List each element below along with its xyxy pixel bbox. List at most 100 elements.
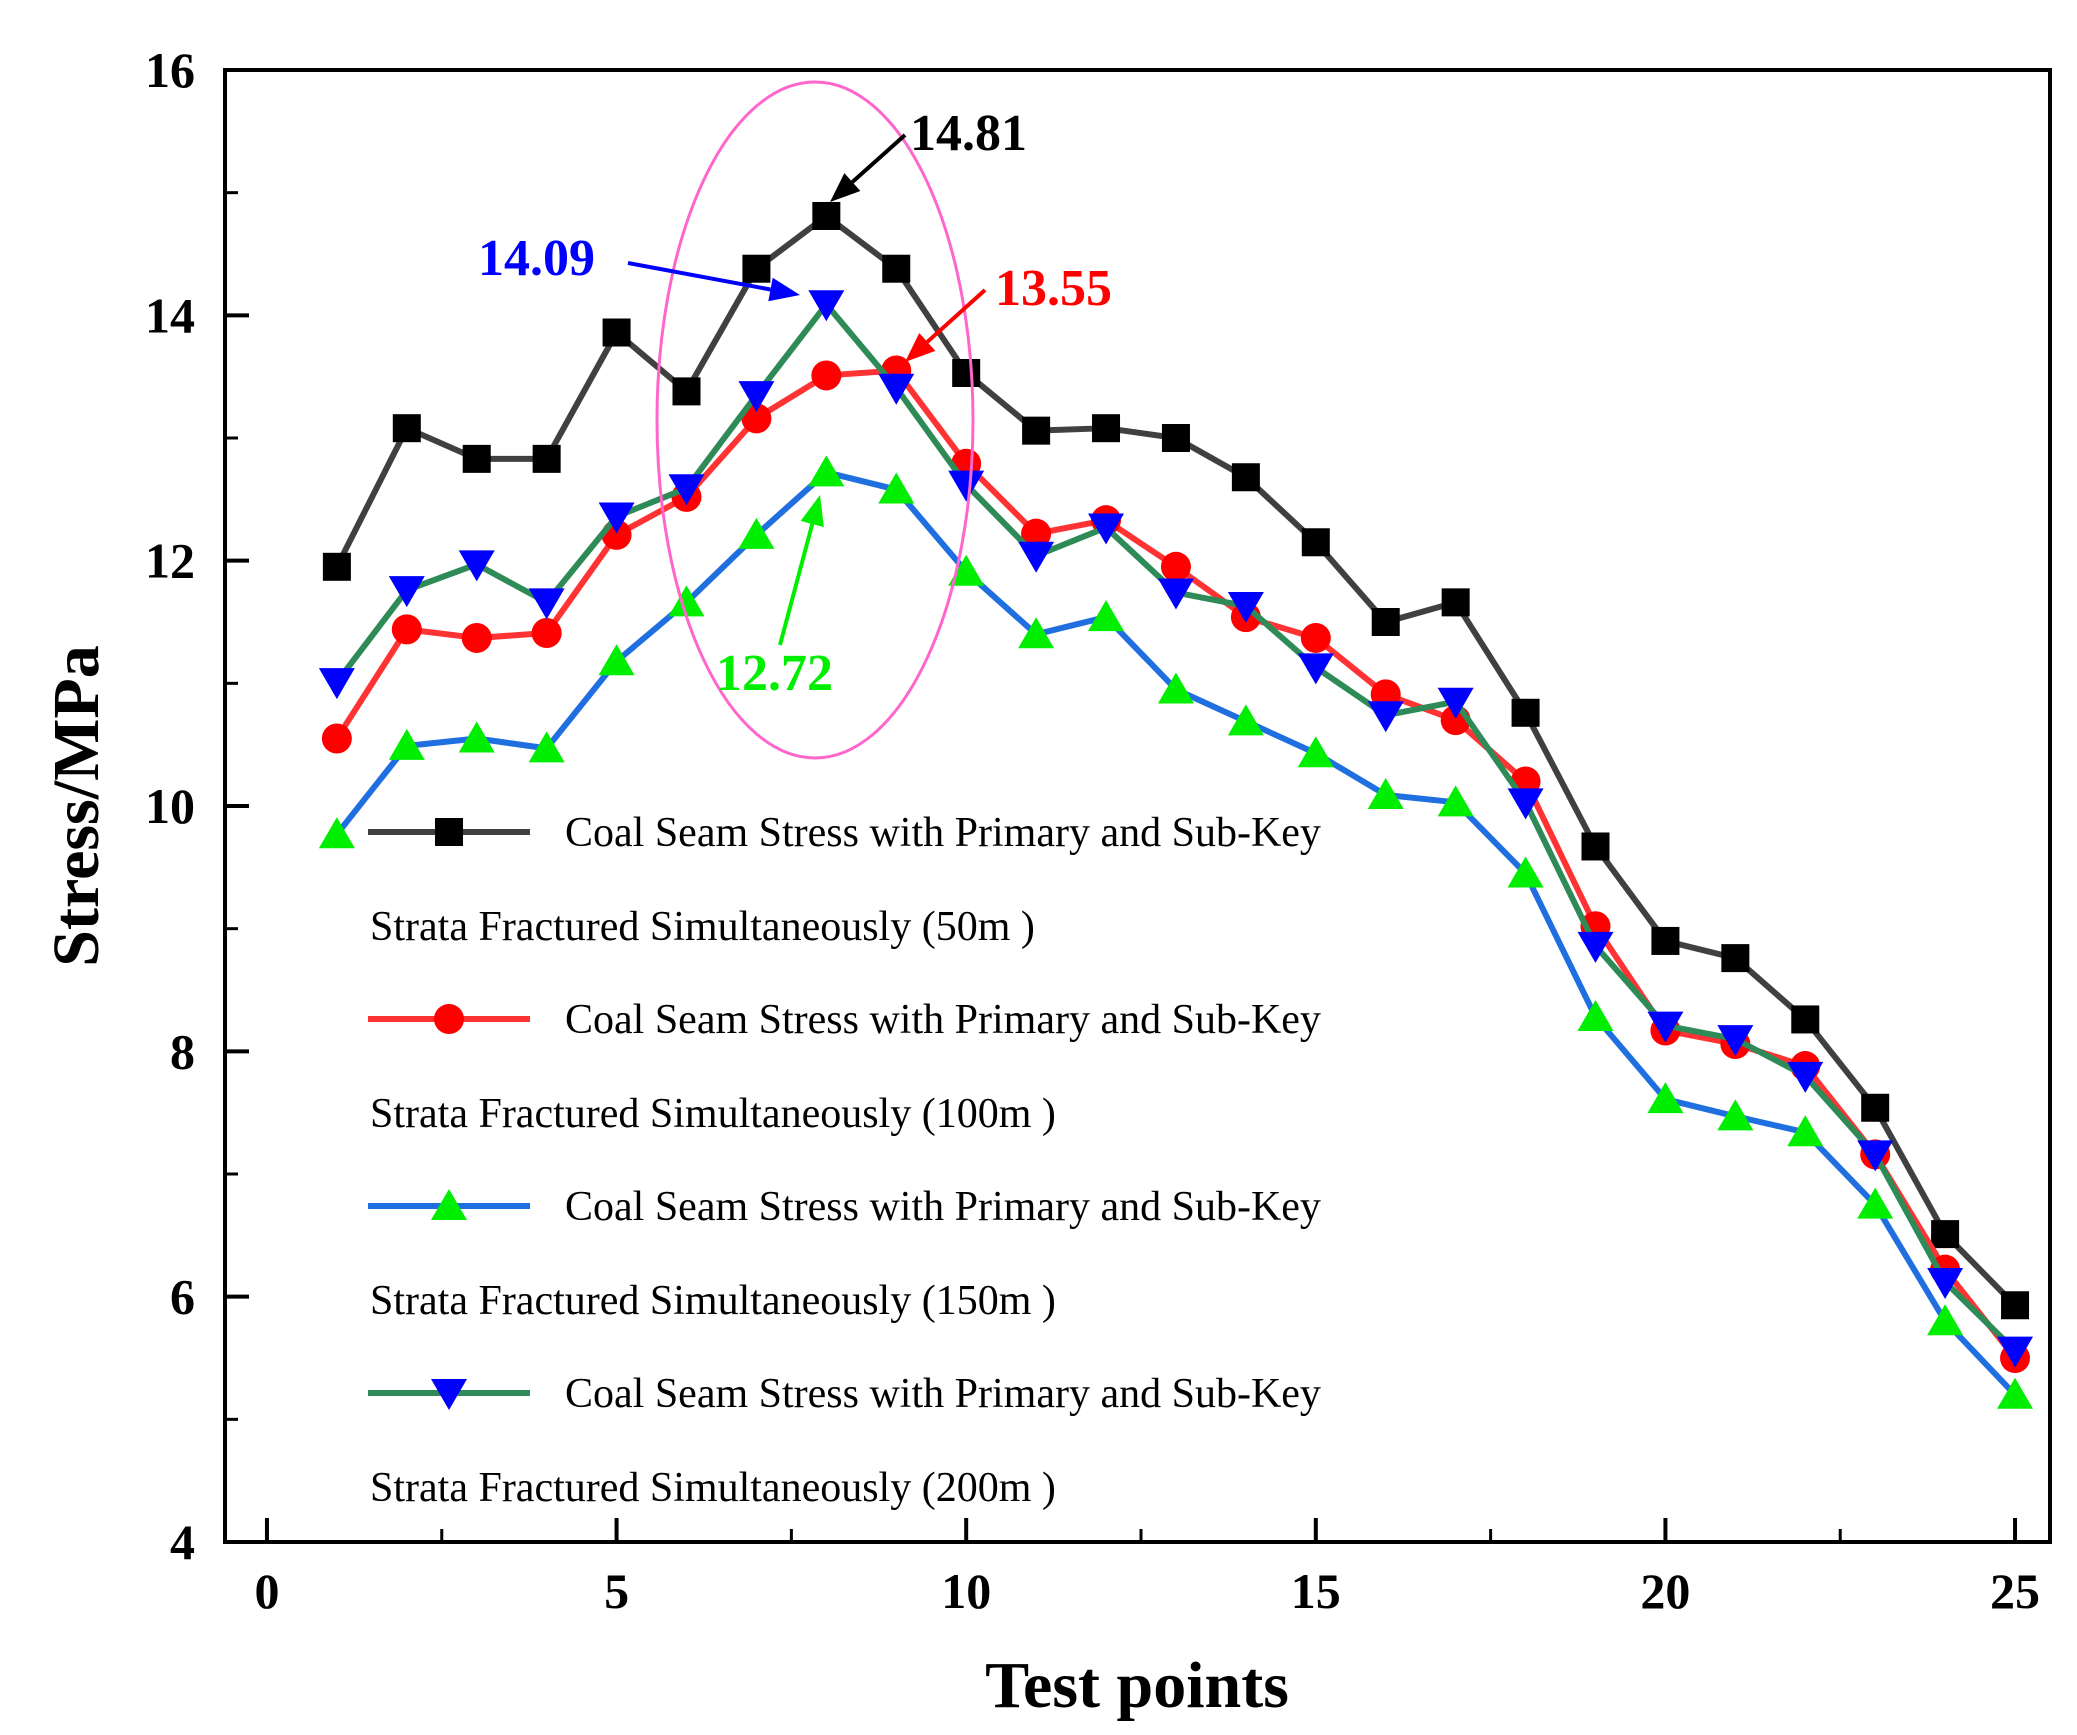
- arrow-shaft: [627, 261, 771, 292]
- data-point: [1577, 931, 1614, 963]
- data-point: [672, 377, 701, 406]
- data-point: [321, 723, 352, 754]
- data-point: [1997, 1377, 2034, 1409]
- data-point: [1297, 653, 1334, 685]
- legend-marker: [435, 818, 463, 846]
- arrow-head: [905, 333, 936, 362]
- data-point: [1092, 414, 1121, 443]
- data-point: [1018, 617, 1055, 649]
- annotation-label-1: 14.09: [478, 230, 595, 287]
- data-point: [1297, 736, 1334, 768]
- data-point: [1507, 788, 1544, 820]
- data-point: [322, 552, 351, 581]
- data-point: [598, 644, 635, 676]
- series-0: [322, 201, 2030, 1320]
- data-point: [1787, 1061, 1824, 1093]
- legend-label-line1: Coal Seam Stress with Primary and Sub-Ke…: [565, 810, 1321, 856]
- data-point: [1088, 600, 1125, 632]
- data-point: [532, 444, 561, 473]
- data-point: [388, 728, 425, 760]
- data-point: [1647, 1082, 1684, 1114]
- annotation-arrow-3: [778, 495, 824, 646]
- legend-label-line2: Strata Fractured Simultaneously (50m ): [370, 904, 1035, 950]
- legend-item-1: Coal Seam Stress with Primary and Sub-Ke…: [368, 997, 1321, 1137]
- data-point: [1441, 588, 1470, 617]
- legend-item-2: Coal Seam Stress with Primary and Sub-Ke…: [368, 1184, 1321, 1324]
- data-point: [392, 414, 421, 443]
- data-point: [812, 201, 841, 230]
- data-point: [1157, 578, 1194, 610]
- legend-label-line2: Strata Fractured Simultaneously (200m ): [370, 1465, 1056, 1511]
- data-point: [1371, 608, 1400, 636]
- data-point: [1437, 785, 1474, 817]
- annotations-layer: 14.81 14.09 13.55 12.72: [478, 80, 1112, 760]
- data-point: [882, 254, 911, 283]
- data-point: [1367, 701, 1404, 733]
- data-point: [878, 373, 915, 405]
- data-point: [1300, 622, 1331, 653]
- data-point: [602, 318, 631, 347]
- x-tick-label: 25: [1990, 1563, 2040, 1619]
- x-tick-label: 0: [254, 1563, 279, 1619]
- arrow-shaft: [851, 133, 907, 184]
- data-point: [668, 585, 705, 617]
- y-tick-label: 10: [145, 778, 195, 834]
- data-point: [1717, 1099, 1754, 1131]
- legend: Coal Seam Stress with Primary and Sub-Ke…: [368, 810, 1321, 1511]
- y-tick-label: 4: [170, 1514, 195, 1570]
- annotation-arrow-0: [830, 133, 907, 202]
- data-point: [461, 622, 492, 653]
- data-point: [808, 290, 845, 322]
- axis-ticks: 0 5 10 15 20 25 4 6 8 10 12 14 16: [145, 42, 2040, 1619]
- series-layer: [318, 201, 2034, 1409]
- data-point: [1651, 926, 1680, 955]
- data-point: [948, 470, 985, 502]
- data-point: [598, 502, 635, 534]
- series-line: [334, 212, 2018, 1308]
- data-point: [388, 576, 425, 608]
- series-2: [318, 455, 2034, 1409]
- data-point: [952, 358, 981, 387]
- data-point: [1577, 999, 1614, 1031]
- data-point: [528, 731, 565, 763]
- x-tick-label: 20: [1640, 1563, 1690, 1619]
- data-point: [1022, 416, 1051, 445]
- legend-label-line1: Coal Seam Stress with Primary and Sub-Ke…: [565, 997, 1321, 1043]
- data-point: [1437, 687, 1474, 719]
- x-tick-label: 5: [604, 1563, 629, 1619]
- y-tick-label: 14: [145, 287, 195, 343]
- data-point: [1581, 832, 1610, 861]
- data-point: [1231, 463, 1260, 492]
- data-point: [1927, 1267, 1964, 1299]
- data-point: [1717, 1025, 1754, 1057]
- data-point: [1791, 1005, 1820, 1034]
- data-point: [1857, 1140, 1894, 1172]
- y-axis-title: Stress/MPa: [40, 645, 113, 966]
- x-tick-label: 10: [941, 1563, 991, 1619]
- data-point: [1021, 518, 1052, 549]
- data-point: [668, 474, 705, 506]
- legend-label-line1: Coal Seam Stress with Primary and Sub-Ke…: [565, 1371, 1321, 1417]
- data-point: [948, 554, 985, 586]
- data-point: [811, 360, 842, 391]
- data-point: [528, 588, 565, 620]
- legend-item-0: Coal Seam Stress with Primary and Sub-Ke…: [368, 810, 1321, 950]
- annotation-label-2: 13.55: [995, 260, 1112, 317]
- legend-label-line1: Coal Seam Stress with Primary and Sub-Ke…: [565, 1184, 1321, 1230]
- legend-marker: [431, 1379, 467, 1410]
- legend-marker: [434, 1004, 464, 1034]
- data-point: [1157, 672, 1194, 704]
- data-point: [1367, 777, 1404, 809]
- data-point: [458, 550, 495, 582]
- data-point: [1787, 1115, 1824, 1147]
- arrow-shaft: [778, 523, 815, 646]
- data-point: [391, 614, 422, 645]
- data-point: [1861, 1093, 1890, 1122]
- data-point: [1931, 1220, 1960, 1249]
- y-tick-label: 16: [145, 42, 195, 98]
- y-tick-label: 6: [170, 1269, 195, 1325]
- data-point: [1160, 551, 1191, 582]
- arrow-head: [768, 277, 800, 302]
